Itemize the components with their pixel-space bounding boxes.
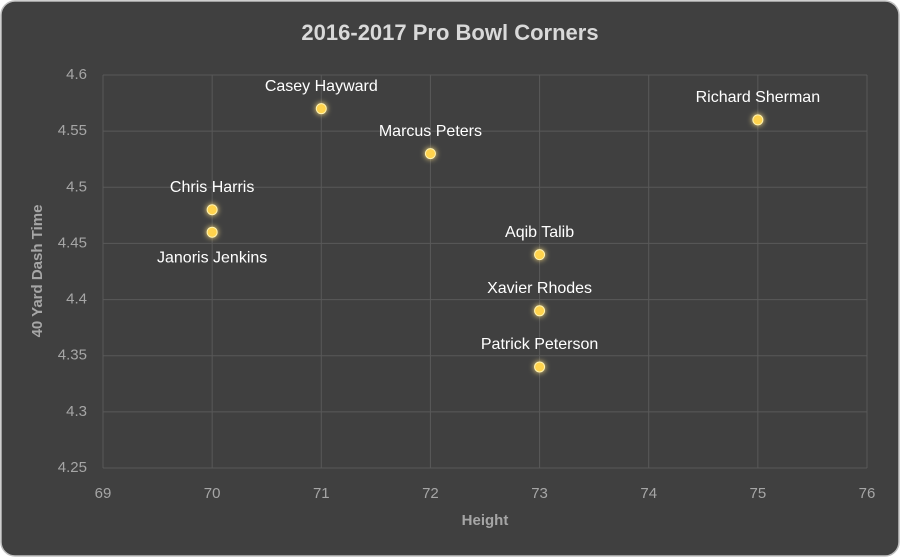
point — [315, 103, 327, 115]
y-tick-label: 4.55 — [58, 122, 87, 139]
point-label: Janoris Jenkins — [157, 249, 267, 266]
y-axis-label: 40 Yard Dash Time — [29, 205, 46, 338]
y-tick-label: 4.4 — [66, 291, 87, 308]
point — [534, 361, 546, 373]
y-tick-label: 4.6 — [66, 66, 87, 83]
point-label: Marcus Peters — [379, 123, 482, 140]
x-tick-label: 72 — [422, 485, 439, 502]
x-axis-label: Height — [462, 512, 509, 529]
x-tick-label: 75 — [750, 485, 767, 502]
point — [206, 226, 218, 238]
y-tick-label: 4.45 — [58, 234, 87, 251]
point-label: Richard Sherman — [696, 89, 821, 106]
x-tick-label: 76 — [859, 485, 876, 502]
point — [534, 249, 546, 261]
y-tick-label: 4.3 — [66, 403, 87, 420]
point — [752, 114, 764, 126]
point-label: Xavier Rhodes — [487, 280, 592, 297]
x-tick-label: 74 — [640, 485, 657, 502]
x-tick-label: 71 — [313, 485, 330, 502]
y-tick-label: 4.35 — [58, 347, 87, 364]
point-label: Patrick Peterson — [481, 336, 598, 353]
x-tick-label: 73 — [531, 485, 548, 502]
x-tick-label: 69 — [95, 485, 112, 502]
point — [206, 204, 218, 216]
point-label: Casey Hayward — [265, 78, 378, 95]
chart-title: 2016-2017 Pro Bowl Corners — [301, 20, 598, 45]
point — [534, 305, 546, 317]
y-tick-label: 4.5 — [66, 178, 87, 195]
point-label: Aqib Talib — [505, 224, 574, 241]
x-tick-label: 70 — [204, 485, 221, 502]
point — [424, 148, 436, 160]
y-tick-label: 4.25 — [58, 459, 87, 476]
point-label: Chris Harris — [170, 179, 254, 196]
